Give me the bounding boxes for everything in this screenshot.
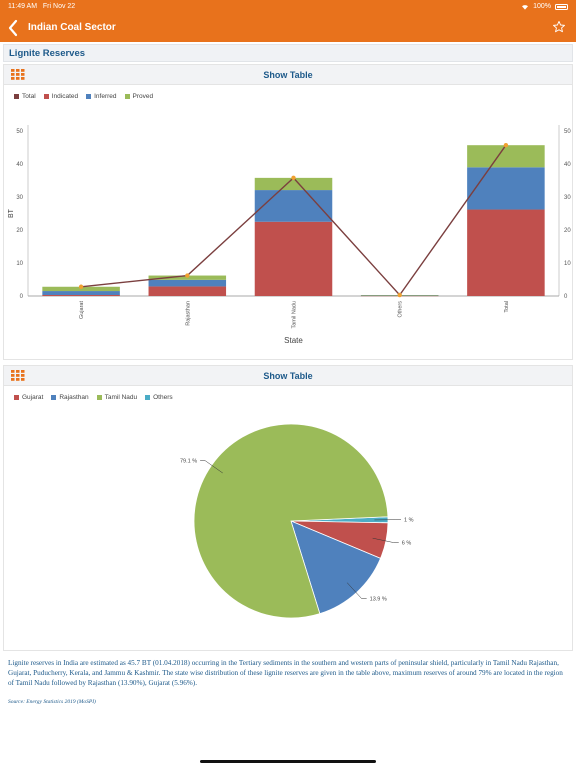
bar-segment (467, 209, 545, 296)
pie-chart: 1 % 6 % 13.9 % 79.1 % (180, 423, 414, 619)
pie-slice-label: 1 % (404, 518, 414, 524)
y-tick-label-right: 50 (564, 129, 571, 135)
legend-swatch (96, 395, 102, 400)
x-tick-label: Tamil Nadu (292, 301, 298, 329)
battery-icon (555, 3, 568, 10)
navigation-bar: Indian Coal Sector (0, 14, 576, 42)
legend-swatch (124, 94, 130, 99)
legend-swatch (14, 395, 19, 400)
pie-slice-label: 79.1 % (180, 459, 197, 465)
pie-chart-card: Show Table Gujarat Rajasthan Tamil Nadu … (3, 365, 573, 651)
legend-swatch (86, 94, 92, 99)
description-text: Lignite reserves in India are estimated … (8, 659, 563, 687)
y-axis-title: BT (8, 208, 15, 218)
legend-item: Total (14, 93, 36, 100)
bar-segment (254, 177, 333, 191)
pie-chart-legend: Gujarat Rajasthan Tamil Nadu Others (14, 394, 173, 401)
bar-segment (254, 190, 333, 222)
bar-segment (467, 145, 545, 168)
bar-chart: 0 0 10 10 20 20 30 30 40 40 50 50 Gujarat Rajasthan Ta… (8, 125, 571, 345)
bar-chart-legend: Total Indicated Inferred Proved (14, 93, 153, 100)
show-table-button[interactable]: Show Table (263, 70, 313, 80)
legend-label: Rajasthan (59, 394, 89, 401)
pie-slice-label: 13.9 % (370, 597, 387, 603)
x-tick-label: Others (398, 301, 404, 318)
y-tick-label: 40 (16, 162, 23, 168)
section-title: Lignite Reserves (9, 48, 86, 59)
pie-leader-line (346, 582, 367, 599)
total-point (397, 292, 402, 298)
home-indicator (200, 760, 376, 763)
y-tick-label: 30 (16, 195, 23, 201)
legend-swatch (14, 94, 19, 99)
y-tick-label: 50 (16, 129, 23, 135)
legend-swatch (51, 395, 57, 400)
y-tick-label-right: 0 (564, 294, 568, 300)
battery-percent: 100% (533, 3, 551, 10)
y-tick-label-right: 20 (564, 228, 571, 234)
legend-item: Indicated (43, 93, 79, 100)
show-table-button[interactable]: Show Table (263, 371, 313, 381)
legend-label: Others (153, 394, 173, 401)
legend-label: Indicated (51, 93, 79, 100)
status-time: 11:49 AM (8, 3, 38, 10)
bar-chart-card: Show Table Total Indicated Inferred Prov… (3, 64, 573, 360)
y-tick-label: 20 (16, 228, 23, 234)
legend-item: Tamil Nadu (96, 394, 138, 401)
legend-item: Others (145, 394, 173, 401)
card-header: Show Table (4, 366, 572, 386)
x-tick-label: Rajasthan (185, 301, 191, 326)
legend-item: Gujarat (14, 394, 43, 401)
total-point (291, 175, 296, 181)
x-axis-title: State (284, 336, 303, 345)
card-header: Show Table (4, 65, 572, 85)
bar-segment (148, 279, 227, 287)
legend-swatch (43, 94, 49, 99)
table-grid-icon[interactable] (11, 69, 25, 80)
nav-title: Indian Coal Sector (28, 22, 116, 33)
total-point (185, 273, 190, 278)
total-point (503, 142, 509, 148)
pie-leader-line (200, 460, 223, 474)
total-point (78, 284, 84, 289)
legend-label: Gujarat (22, 394, 44, 401)
table-grid-icon[interactable] (11, 370, 25, 381)
bar-segment (42, 295, 120, 296)
legend-label: Inferred (94, 93, 117, 100)
back-chevron-icon[interactable] (6, 18, 22, 38)
bar-segment (467, 167, 545, 210)
legend-item: Rajasthan (51, 394, 89, 401)
legend-swatch (145, 395, 151, 400)
x-tick-label: Total (504, 301, 510, 313)
section-header: Lignite Reserves (3, 44, 573, 62)
legend-label: Tamil Nadu (104, 394, 138, 401)
legend-item: Proved (124, 93, 154, 100)
pie-leader-line (372, 537, 399, 543)
y-tick-label: 10 (16, 261, 23, 267)
bar-segment (148, 286, 227, 296)
legend-label: Proved (132, 93, 154, 100)
wifi-icon (522, 4, 529, 10)
legend-label: Total (22, 93, 36, 100)
source-text: Source: Energy Statistics 2019 (MoSPI) (8, 699, 96, 705)
y-tick-label-right: 10 (564, 261, 571, 267)
status-bar: 11:49 AM Fri Nov 22 100% (0, 0, 576, 14)
y-tick-label: 0 (20, 294, 24, 300)
y-tick-label-right: 40 (564, 162, 571, 168)
pie-slice-label: 6 % (402, 541, 412, 547)
x-tick-label: Gujarat (79, 301, 85, 320)
status-date: Fri Nov 22 (42, 3, 76, 10)
legend-item: Inferred (86, 93, 117, 100)
star-favorite-icon[interactable] (552, 20, 566, 34)
bar-segment (254, 221, 333, 296)
bar-segment (42, 291, 120, 296)
y-tick-label-right: 30 (564, 195, 571, 201)
